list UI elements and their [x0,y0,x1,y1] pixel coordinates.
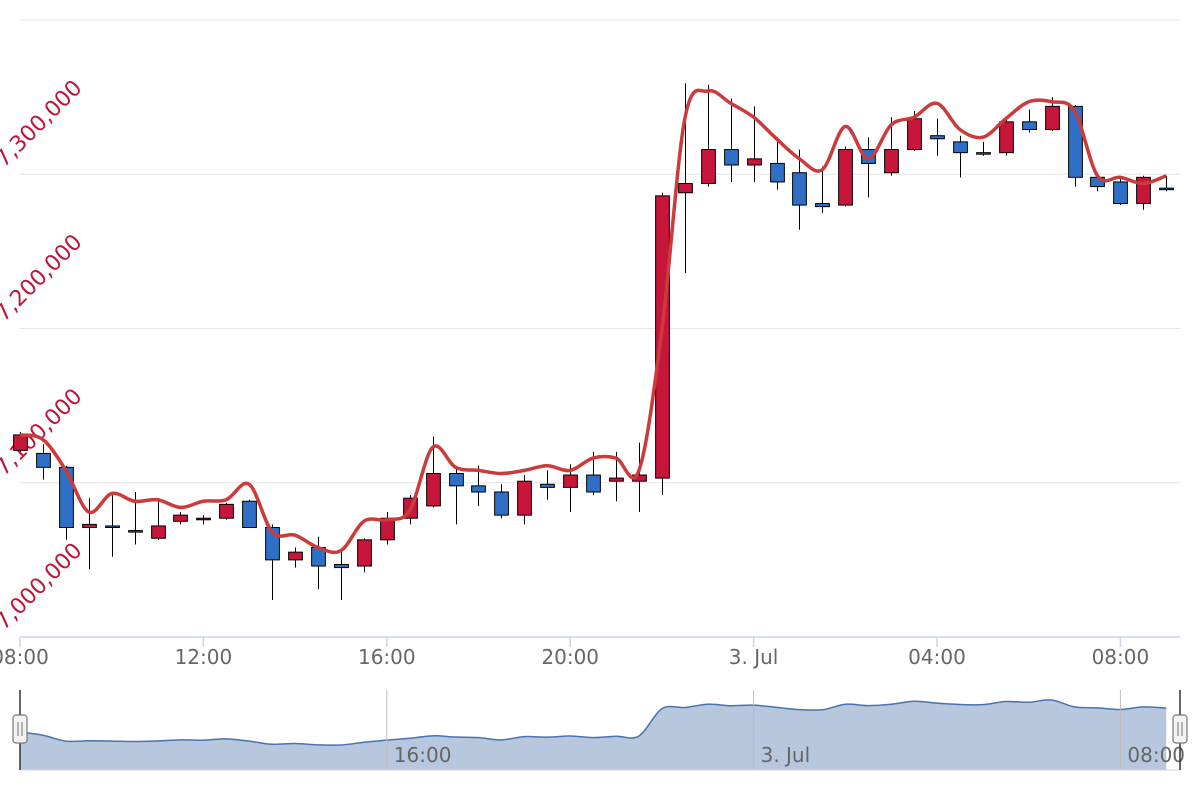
candle-body [838,149,853,206]
x-tick-label: 20:00 [541,645,599,669]
candle-body [907,118,922,151]
x-tick-label: 04:00 [908,645,966,669]
candle-body [1159,187,1174,191]
candle-body [494,491,509,516]
y-tick-label: 7,000,000 [0,538,87,635]
x-tick-label: 3. Jul [729,645,779,669]
candle-body [953,141,968,154]
candle-body [1045,105,1060,131]
candle-body [930,135,945,140]
candle-body [609,477,624,482]
navigator-area [20,699,1167,770]
candle-body [724,149,739,166]
candle-body [242,500,257,528]
candle-body [449,472,464,487]
candle-body [151,525,166,539]
navigator-line [19,699,1167,746]
candle-body [701,149,716,185]
candle-body [884,149,899,174]
candle-body [861,149,876,164]
candle-body [59,466,74,528]
x-tick-label: 16:00 [358,645,416,669]
candle-body [334,564,349,569]
candle-body [586,474,601,493]
candle-body [128,530,143,533]
candle-body [792,172,807,206]
candle-body [540,483,555,488]
candle-body [288,551,303,561]
candle-body [13,434,28,451]
candle-body [563,474,578,488]
navigator-tick-label: 08:00 [1127,743,1185,767]
navigator-handle[interactable] [1172,714,1188,744]
candle-body [173,514,188,522]
candle-body [219,503,234,519]
candle-body [678,183,693,194]
navigator-handle[interactable] [12,714,28,744]
candle-body [357,539,372,567]
candle-body [1113,181,1128,205]
x-tick-label: 08:00 [1092,645,1150,669]
candle-body [196,517,211,521]
y-tick-label: 7,200,000 [0,230,87,327]
candle-body [82,523,97,528]
candle-body [1022,121,1037,131]
navigator-tick-label: 16:00 [394,743,452,767]
candle-body [747,158,762,166]
candle-body [426,472,441,507]
navigator-tick-label: 3. Jul [761,743,811,767]
y-tick-label: 7,300,000 [0,76,87,173]
moving-average-line [19,88,1167,555]
candle-body [976,152,991,155]
candle-body [999,121,1014,154]
candle-body [517,480,532,516]
candle-body [36,452,51,468]
candle-body [815,203,830,208]
x-tick-label: 12:00 [175,645,233,669]
candle-body [471,485,486,493]
x-tick-label: 08:00 [0,645,49,669]
candle-body [105,525,120,528]
candle-body [770,162,785,183]
